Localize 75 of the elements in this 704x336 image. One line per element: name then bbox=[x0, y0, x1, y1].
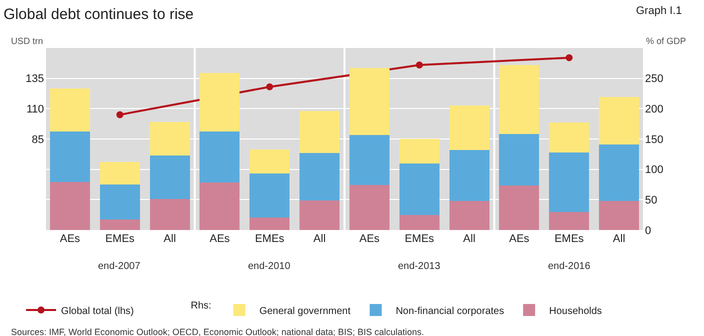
text: end-2013 bbox=[398, 261, 441, 272]
y-tick-label: 110 bbox=[26, 104, 44, 116]
bar bbox=[200, 132, 240, 183]
y2-tick-label: 0 bbox=[645, 224, 652, 237]
x-tick-label: AEs bbox=[359, 233, 380, 245]
bar bbox=[300, 200, 340, 230]
bar bbox=[200, 182, 240, 230]
legend-label: Non-financial corporates bbox=[396, 306, 504, 317]
bar bbox=[250, 217, 290, 230]
x-tick-label: EMEs bbox=[404, 233, 435, 245]
bar bbox=[599, 97, 640, 144]
x-tick-label: AEs bbox=[60, 233, 81, 245]
bar bbox=[499, 186, 540, 230]
chart-title: Global debt continues to rise bbox=[4, 6, 194, 23]
bar bbox=[100, 184, 140, 220]
bar bbox=[150, 155, 190, 200]
bar bbox=[250, 174, 290, 218]
bar bbox=[549, 152, 590, 212]
bar bbox=[399, 163, 440, 215]
bar bbox=[300, 111, 340, 153]
y2-tick-label: 50 bbox=[645, 194, 658, 207]
bar bbox=[399, 139, 440, 164]
source-note: Sources: IMF, World Economic Outlook; OECD, Economic Outlook; national data; BIS; BIS calculations. bbox=[11, 327, 424, 336]
x-tick-label: AEs bbox=[509, 233, 530, 245]
bar bbox=[449, 106, 490, 150]
y2-axis-title: % of GDP bbox=[646, 36, 686, 46]
point bbox=[566, 54, 573, 62]
bar bbox=[100, 220, 140, 230]
x-tick-label: EMEs bbox=[554, 233, 584, 245]
x-tick-label: EMEs bbox=[254, 233, 285, 245]
x-tick-label: AEs bbox=[210, 233, 230, 245]
bar bbox=[349, 185, 390, 230]
legend-label: Global total (lhs) bbox=[61, 306, 134, 317]
bar bbox=[499, 64, 540, 134]
bar bbox=[449, 150, 490, 201]
y2-tick-label: 250 bbox=[645, 73, 664, 86]
point bbox=[416, 61, 423, 68]
bar bbox=[300, 152, 340, 200]
bar bbox=[200, 72, 240, 132]
bar bbox=[449, 200, 490, 230]
y2-tick-label: 100 bbox=[645, 164, 664, 176]
bar bbox=[499, 134, 540, 186]
bar bbox=[250, 149, 290, 174]
y-tick-label: 85 bbox=[32, 134, 44, 146]
x-tick-label: EMEs bbox=[105, 233, 136, 245]
chart-subtitle: Graph I.1 bbox=[636, 5, 682, 17]
bar bbox=[549, 212, 590, 230]
legend-label: General government bbox=[259, 306, 351, 317]
text: end-2007 bbox=[98, 261, 141, 272]
bar bbox=[599, 200, 640, 230]
point bbox=[116, 111, 124, 118]
x-tick-label: All bbox=[313, 233, 326, 245]
bar bbox=[349, 68, 390, 135]
bar bbox=[50, 132, 90, 182]
text: end-2010 bbox=[248, 261, 291, 272]
legend-label: Households bbox=[549, 306, 602, 317]
bar bbox=[50, 182, 90, 230]
bar bbox=[549, 122, 590, 152]
legend-title: Rhs: bbox=[190, 300, 212, 312]
y2-tick-label: 150 bbox=[645, 134, 664, 146]
bar bbox=[150, 199, 190, 230]
bar bbox=[349, 134, 390, 186]
point bbox=[266, 83, 274, 90]
bar bbox=[50, 88, 90, 132]
bar bbox=[150, 122, 190, 156]
bar bbox=[399, 214, 440, 230]
bar bbox=[100, 162, 140, 184]
x-tick-label: All bbox=[612, 233, 626, 245]
bar bbox=[599, 144, 640, 201]
text: end-2016 bbox=[548, 261, 591, 272]
x-tick-label: All bbox=[463, 233, 476, 245]
y2-tick-label: 200 bbox=[645, 104, 664, 116]
y-tick-label: 135 bbox=[26, 73, 44, 86]
y-axis-title: USD trn bbox=[11, 36, 44, 46]
x-tick-label: All bbox=[164, 233, 176, 245]
